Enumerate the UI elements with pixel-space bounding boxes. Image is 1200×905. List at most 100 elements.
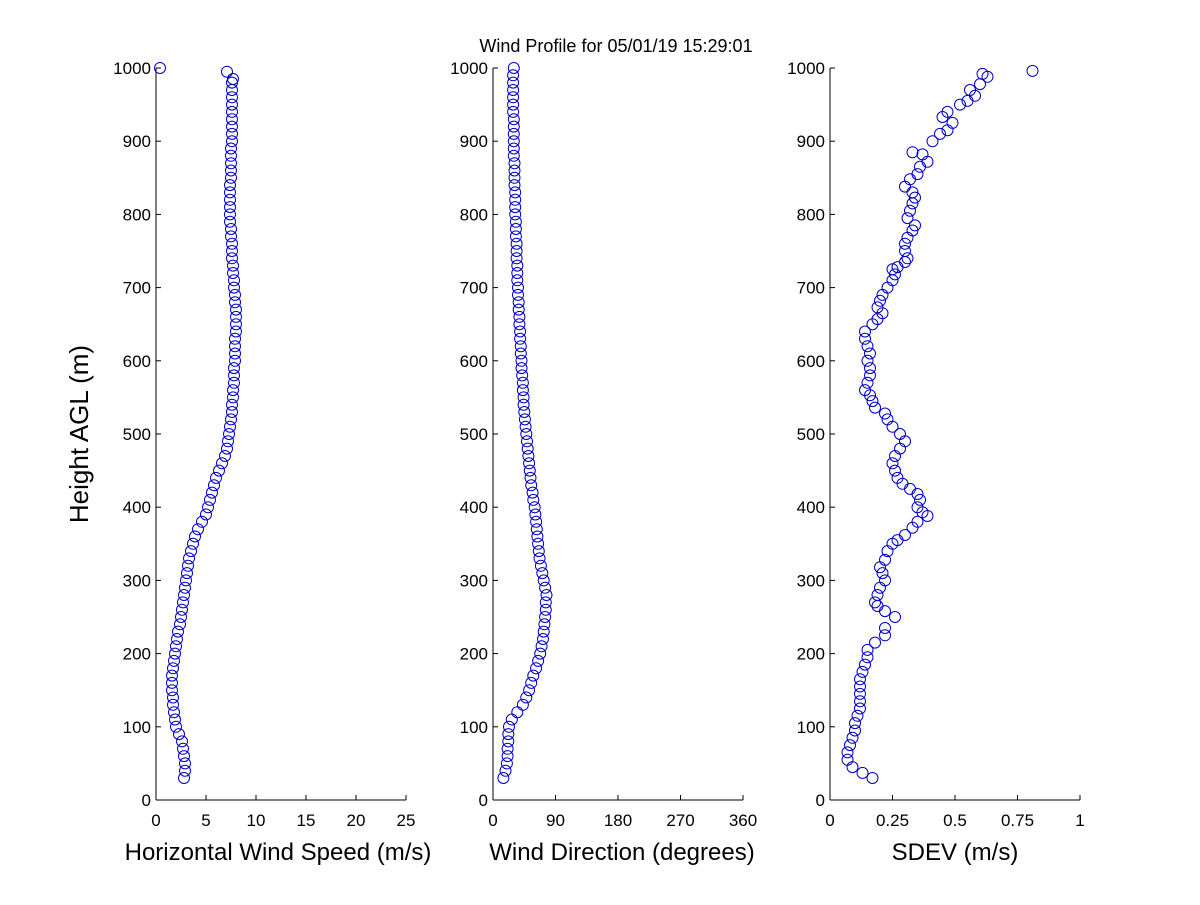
data-point	[869, 636, 881, 649]
x-tick-label: 20	[347, 811, 366, 830]
data-point	[854, 702, 866, 715]
data-point	[864, 347, 876, 360]
data-point	[911, 168, 924, 181]
data-point	[178, 772, 190, 784]
data-point	[889, 464, 901, 477]
data-point	[524, 471, 537, 484]
data-point	[899, 245, 911, 257]
data-point	[540, 589, 553, 601]
data-point	[539, 581, 552, 594]
x-tick-label: 0	[825, 811, 834, 830]
data-point	[518, 413, 531, 426]
data-point	[225, 413, 237, 426]
data-point	[529, 508, 542, 521]
data-point	[228, 376, 240, 389]
data-point	[521, 442, 534, 455]
data-point	[226, 91, 238, 104]
data-point	[861, 643, 874, 656]
data-point	[515, 362, 528, 375]
data-point	[514, 332, 527, 345]
data-point	[216, 457, 228, 470]
data-point	[507, 105, 520, 118]
data-point	[512, 281, 524, 294]
data-point	[521, 435, 533, 448]
data-point	[866, 395, 879, 408]
data-series	[497, 62, 553, 784]
data-point	[954, 98, 966, 111]
data-point	[528, 501, 541, 514]
data-point	[889, 611, 901, 623]
data-point	[502, 735, 515, 748]
data-point	[223, 428, 235, 440]
data-point	[229, 296, 241, 309]
data-point	[851, 709, 864, 722]
data-point	[226, 135, 238, 148]
data-point	[230, 325, 242, 338]
data-point	[226, 398, 238, 411]
data-point	[511, 267, 524, 279]
data-point	[866, 772, 879, 784]
data-point	[501, 742, 514, 755]
data-point	[854, 680, 866, 693]
data-point	[508, 171, 521, 184]
data-point	[522, 450, 535, 462]
data-point	[225, 223, 237, 235]
data-point	[228, 281, 240, 294]
data-point	[531, 530, 544, 543]
data-point	[527, 493, 540, 506]
data-point	[861, 340, 874, 353]
data-point	[224, 215, 236, 228]
data-point	[879, 574, 891, 587]
data-point	[909, 219, 921, 232]
x-tick-label: 25	[397, 811, 416, 830]
data-point	[501, 750, 514, 763]
y-tick-label: 300	[460, 571, 488, 590]
data-point	[941, 105, 954, 118]
data-point	[904, 204, 916, 217]
data-point	[180, 574, 192, 587]
data-point	[871, 589, 884, 601]
data-point	[507, 135, 520, 148]
y-tick-label: 200	[123, 645, 151, 664]
data-point	[178, 750, 190, 763]
data-point	[226, 98, 238, 111]
data-point	[864, 362, 876, 375]
x-tick-label: 90	[546, 811, 565, 830]
data-point	[523, 684, 536, 697]
data-point	[225, 230, 237, 243]
data-point	[869, 596, 881, 609]
data-point	[879, 553, 891, 566]
y-tick-label: 600	[460, 352, 488, 371]
x-axis-label: Horizontal Wind Speed (m/s)	[125, 839, 432, 866]
x-tick-label: 0.5	[943, 811, 967, 830]
data-point	[171, 633, 183, 645]
data-point	[934, 127, 946, 140]
data-point	[516, 384, 529, 397]
data-point	[500, 757, 513, 770]
data-point	[876, 567, 889, 580]
x-tick-label: 180	[604, 811, 632, 830]
data-point	[507, 127, 520, 140]
data-point	[189, 530, 201, 543]
x-tick-label: 10	[247, 811, 266, 830]
subplot-2: 0 100 200 300 400 500 600 700 800 900 1000 0 90 180 27…	[450, 59, 757, 866]
x-tick-label: 5	[201, 811, 210, 830]
data-point	[507, 84, 520, 96]
data-point	[516, 698, 529, 711]
x-tick-label: 15	[297, 811, 316, 830]
data-point	[172, 625, 184, 638]
data-point	[511, 274, 524, 287]
x-tick-label: 0.25	[876, 811, 909, 830]
data-point	[523, 457, 536, 470]
data-point	[187, 537, 199, 550]
data-point	[534, 559, 547, 572]
data-point	[228, 362, 240, 375]
data-point	[514, 325, 527, 338]
data-point	[527, 669, 540, 682]
data-point	[859, 325, 871, 338]
x-tick-label: 270	[666, 811, 694, 830]
data-point	[503, 720, 515, 733]
data-point	[976, 67, 989, 80]
